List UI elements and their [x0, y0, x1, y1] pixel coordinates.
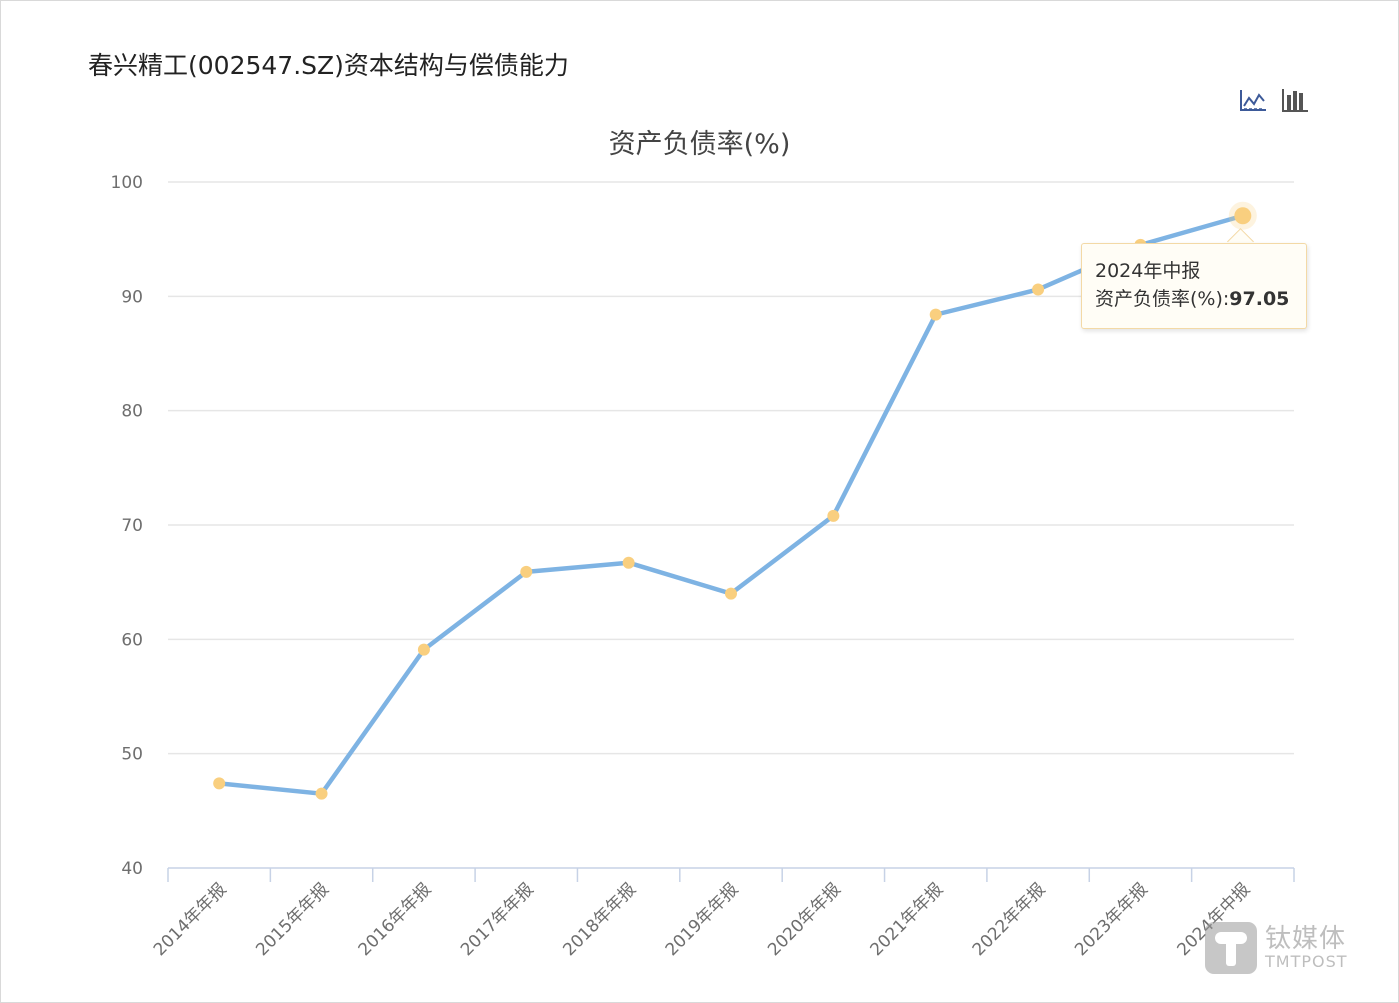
- data-point[interactable]: [520, 565, 533, 578]
- x-tick-label: 2020年年报: [764, 879, 845, 960]
- page-title: 春兴精工(002547.SZ)资本结构与偿债能力: [88, 51, 569, 80]
- line-chart-icon[interactable]: [1238, 86, 1268, 114]
- x-tick-label: 2019年年报: [662, 879, 743, 960]
- y-tick-label: 90: [121, 287, 143, 307]
- watermark-en: TMTPOST: [1265, 952, 1348, 971]
- x-tick-label: 2022年年报: [969, 879, 1050, 960]
- tmtpost-logo-icon: [1205, 922, 1257, 974]
- y-tick-label: 80: [121, 402, 143, 422]
- data-point[interactable]: [622, 556, 635, 569]
- tooltip-series-label: 资产负债率(%):: [1095, 288, 1230, 310]
- y-tick-label: 50: [121, 745, 143, 765]
- x-tick-label: 2015年年报: [252, 879, 333, 960]
- y-tick-label: 60: [121, 630, 143, 650]
- x-tick-label: 2016年年报: [355, 879, 436, 960]
- x-tick-label: 2021年年报: [866, 879, 947, 960]
- watermark: 钛媒体 TMTPOST: [1205, 922, 1348, 974]
- bar-chart-icon[interactable]: [1280, 86, 1310, 114]
- y-tick-label: 70: [121, 516, 143, 536]
- data-point[interactable]: [1234, 207, 1252, 225]
- data-point[interactable]: [315, 787, 328, 800]
- y-tick-label: 100: [111, 173, 143, 193]
- tooltip-category: 2024年中报: [1095, 260, 1201, 282]
- data-point[interactable]: [1032, 283, 1045, 296]
- tooltip-series-row: 资产负债率(%):97.05: [1095, 285, 1306, 313]
- data-point[interactable]: [929, 308, 942, 321]
- tooltip-value: 97.05: [1229, 288, 1290, 310]
- data-point[interactable]: [725, 587, 737, 600]
- data-point[interactable]: [417, 643, 430, 656]
- x-tick-label: 2017年年报: [457, 879, 538, 960]
- watermark-cn: 钛媒体: [1265, 924, 1347, 954]
- chart-toolbox: [1238, 86, 1310, 114]
- x-tick-label: 2023年年报: [1071, 879, 1152, 960]
- x-tick-label: 2014年年报: [150, 879, 231, 960]
- x-tick-label: 2018年年报: [559, 879, 640, 960]
- tooltip: 2024年中报 资产负债率(%):97.05: [1081, 243, 1307, 329]
- data-point[interactable]: [827, 509, 840, 522]
- data-point[interactable]: [213, 777, 226, 790]
- chart-title: 资产负债率(%): [608, 129, 791, 160]
- y-tick-label: 40: [121, 859, 143, 879]
